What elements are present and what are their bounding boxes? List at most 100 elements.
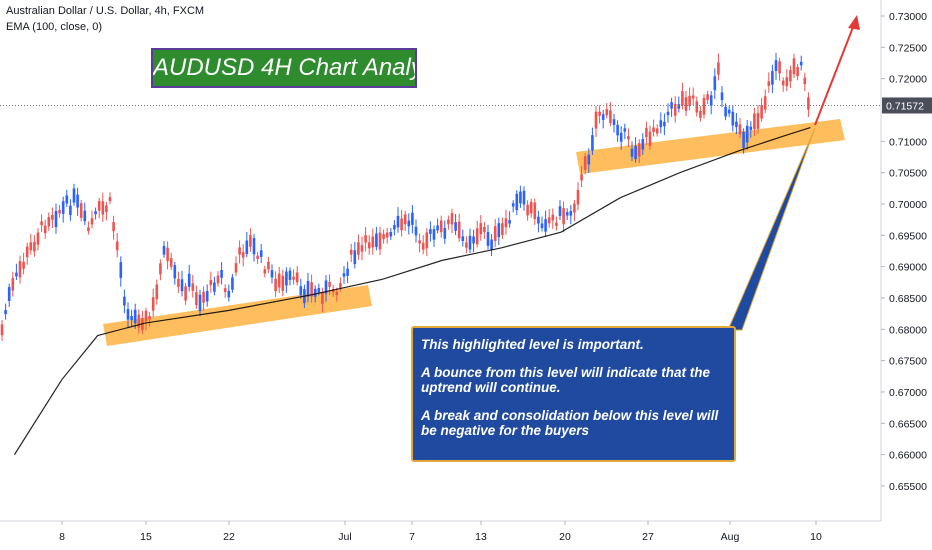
candle-body bbox=[439, 220, 443, 233]
candle-body bbox=[94, 211, 97, 215]
candle-body bbox=[295, 272, 299, 283]
candle-body bbox=[594, 111, 598, 129]
candle-body bbox=[259, 250, 263, 257]
candle-body bbox=[760, 105, 763, 119]
candle-body bbox=[785, 77, 789, 87]
candle-body bbox=[155, 284, 159, 300]
candle-body bbox=[612, 119, 616, 126]
candle-body bbox=[767, 81, 771, 86]
candle-body bbox=[324, 280, 328, 294]
candle-body bbox=[245, 240, 249, 255]
candle-body bbox=[421, 242, 425, 250]
candle-body bbox=[133, 309, 137, 324]
candle-body bbox=[735, 121, 738, 128]
candle-body bbox=[151, 297, 155, 311]
candle-body bbox=[587, 154, 591, 165]
candle-body bbox=[396, 215, 400, 228]
candle-body bbox=[115, 241, 119, 251]
candle-body bbox=[25, 246, 29, 258]
candle-body bbox=[22, 261, 25, 269]
candle-body bbox=[472, 236, 475, 244]
y-tick-label: 0.70500 bbox=[889, 168, 927, 180]
candle-body bbox=[457, 221, 461, 239]
candle-body bbox=[393, 225, 396, 230]
candle-body bbox=[263, 269, 267, 274]
candle-body bbox=[159, 263, 162, 275]
current-price-label: 0.71572 bbox=[886, 100, 924, 112]
candle-body bbox=[666, 111, 670, 116]
y-tick-label: 0.67000 bbox=[889, 387, 927, 399]
candle-body bbox=[504, 218, 508, 228]
candle-body bbox=[724, 106, 727, 117]
candle-body bbox=[40, 221, 43, 226]
candle-body bbox=[562, 208, 565, 225]
y-tick-label: 0.68500 bbox=[889, 293, 927, 305]
candle-body bbox=[29, 242, 33, 251]
candle-body bbox=[375, 233, 378, 247]
candle-body bbox=[537, 216, 540, 224]
candle-body bbox=[72, 188, 76, 203]
candle-body bbox=[583, 156, 587, 170]
candle-body bbox=[79, 203, 83, 218]
candle-body bbox=[288, 270, 292, 280]
candle-body bbox=[673, 103, 677, 116]
candle-body bbox=[627, 136, 630, 140]
candle-body bbox=[436, 225, 439, 231]
candle-body bbox=[641, 138, 645, 150]
candle-body bbox=[213, 282, 216, 292]
support-zone-upper bbox=[576, 119, 845, 174]
candle-body bbox=[515, 193, 519, 211]
y-tick-label: 0.65500 bbox=[889, 481, 927, 493]
candle-body bbox=[339, 283, 342, 288]
candle-body bbox=[605, 109, 609, 116]
candle-body bbox=[227, 290, 231, 298]
x-tick-label: 13 bbox=[475, 531, 487, 543]
candle-body bbox=[663, 121, 666, 127]
analysis-callout: This highlighted level is important. A b… bbox=[411, 326, 736, 462]
candle-body bbox=[713, 76, 717, 91]
x-tick-label: 8 bbox=[59, 531, 65, 543]
candle-body bbox=[616, 124, 619, 136]
indicator-legend[interactable]: EMA (100, close, 0) bbox=[6, 21, 102, 33]
candle-body bbox=[756, 112, 760, 129]
candle-body bbox=[745, 125, 749, 143]
y-tick-label: 0.69500 bbox=[889, 230, 927, 242]
candle-body bbox=[360, 245, 364, 252]
candle-body bbox=[385, 232, 389, 238]
candle-body bbox=[483, 226, 486, 233]
candle-body bbox=[432, 229, 436, 240]
x-tick-label: 7 bbox=[409, 531, 415, 543]
candle-body bbox=[648, 131, 652, 146]
candle-body bbox=[267, 261, 270, 270]
symbol-header: Australian Dollar / U.S. Dollar, 4h, FXC… bbox=[6, 5, 205, 17]
chart-title: AUDUSD 4H Chart Analysis bbox=[151, 48, 417, 88]
candle-body bbox=[789, 70, 792, 82]
candle-body bbox=[90, 218, 94, 225]
candle-body bbox=[177, 278, 180, 287]
x-tick-label: 27 bbox=[642, 531, 654, 543]
candle-body bbox=[681, 91, 684, 106]
y-tick-label: 0.73000 bbox=[889, 11, 927, 23]
candle-body bbox=[61, 201, 65, 214]
candle-body bbox=[792, 58, 796, 75]
candle-body bbox=[508, 220, 511, 224]
candle-body bbox=[544, 219, 547, 232]
y-tick-label: 0.66000 bbox=[889, 450, 927, 462]
projection-arrow bbox=[814, 21, 856, 126]
y-tick-label: 0.72000 bbox=[889, 74, 927, 86]
candle-body bbox=[274, 278, 277, 292]
candle-body bbox=[389, 232, 393, 237]
candle-body bbox=[15, 272, 18, 277]
candle-body bbox=[400, 218, 403, 231]
y-tick-label: 0.66500 bbox=[889, 418, 927, 430]
candle-body bbox=[497, 223, 501, 238]
y-tick-label: 0.70000 bbox=[889, 199, 927, 211]
candle-body bbox=[335, 291, 339, 296]
candle-body bbox=[720, 92, 724, 101]
y-tick-label: 0.69000 bbox=[889, 262, 927, 274]
x-tick-label: 15 bbox=[140, 531, 152, 543]
candle-body bbox=[771, 71, 774, 85]
candle-body bbox=[162, 245, 166, 255]
candle-body bbox=[533, 202, 537, 220]
